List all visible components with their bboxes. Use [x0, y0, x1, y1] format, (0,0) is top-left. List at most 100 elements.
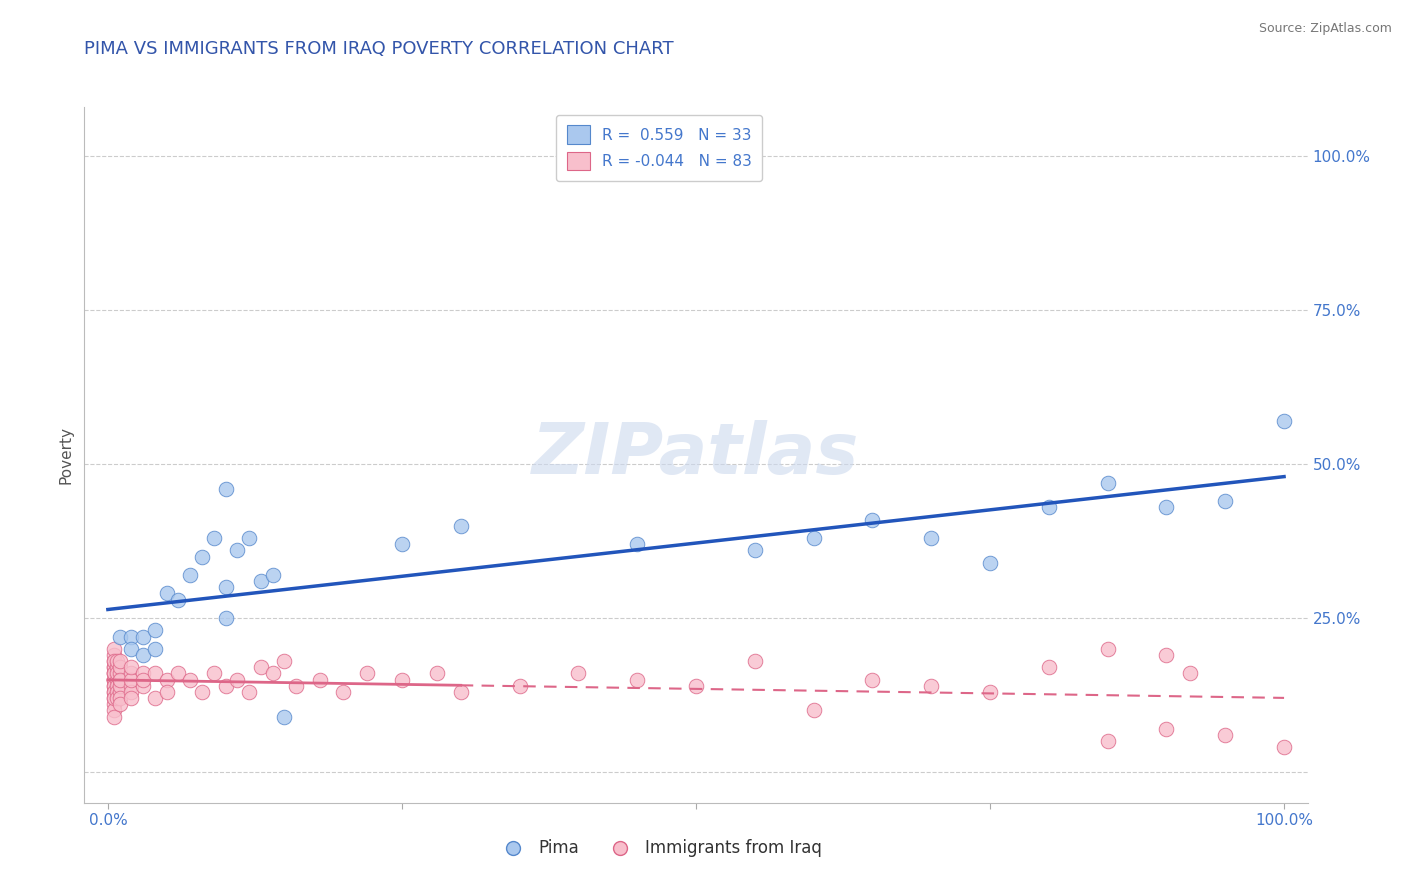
Point	[1097, 734, 1119, 748]
Point	[156, 586, 179, 600]
Point	[108, 685, 131, 699]
Point	[156, 673, 179, 687]
Point	[143, 691, 166, 706]
Point	[273, 654, 295, 668]
Point	[105, 654, 128, 668]
Point	[103, 666, 125, 681]
Point	[179, 673, 201, 687]
Point	[108, 660, 131, 674]
Point	[132, 630, 155, 644]
Point	[308, 673, 330, 687]
Point	[685, 679, 707, 693]
Point	[1097, 475, 1119, 490]
Point	[143, 624, 166, 638]
Point	[103, 654, 125, 668]
Point	[226, 543, 249, 558]
Point	[179, 568, 201, 582]
Point	[108, 630, 131, 644]
Point	[626, 537, 648, 551]
Point	[103, 691, 125, 706]
Point	[120, 685, 142, 699]
Y-axis label: Poverty: Poverty	[58, 425, 73, 484]
Point	[1272, 740, 1295, 755]
Point	[920, 531, 942, 545]
Point	[744, 543, 766, 558]
Point	[167, 592, 190, 607]
Point	[143, 666, 166, 681]
Point	[202, 666, 225, 681]
Point	[103, 691, 125, 706]
Point	[143, 641, 166, 656]
Point	[132, 673, 155, 687]
Point	[332, 685, 354, 699]
Point	[1178, 666, 1201, 681]
Legend: Pima, Immigrants from Iraq: Pima, Immigrants from Iraq	[489, 833, 830, 864]
Point	[202, 531, 225, 545]
Point	[103, 679, 125, 693]
Point	[103, 673, 125, 687]
Point	[744, 654, 766, 668]
Point	[108, 654, 131, 668]
Point	[103, 660, 125, 674]
Point	[103, 679, 125, 693]
Point	[120, 666, 142, 681]
Point	[103, 685, 125, 699]
Point	[1156, 648, 1178, 662]
Point	[1213, 494, 1236, 508]
Text: PIMA VS IMMIGRANTS FROM IRAQ POVERTY CORRELATION CHART: PIMA VS IMMIGRANTS FROM IRAQ POVERTY COR…	[84, 40, 673, 58]
Point	[1156, 722, 1178, 736]
Point	[120, 691, 142, 706]
Point	[391, 673, 413, 687]
Point	[214, 580, 236, 594]
Point	[803, 531, 825, 545]
Point	[103, 666, 125, 681]
Point	[132, 666, 155, 681]
Point	[979, 556, 1001, 570]
Point	[120, 679, 142, 693]
Point	[132, 648, 155, 662]
Point	[860, 673, 883, 687]
Point	[426, 666, 449, 681]
Point	[1097, 641, 1119, 656]
Point	[249, 574, 271, 589]
Point	[285, 679, 308, 693]
Point	[803, 703, 825, 717]
Point	[567, 666, 589, 681]
Point	[238, 685, 260, 699]
Point	[108, 691, 131, 706]
Point	[105, 679, 128, 693]
Point	[103, 703, 125, 717]
Point	[509, 679, 531, 693]
Point	[356, 666, 378, 681]
Point	[103, 666, 125, 681]
Point	[1156, 500, 1178, 515]
Point	[191, 549, 214, 564]
Point	[132, 679, 155, 693]
Point	[249, 660, 271, 674]
Point	[103, 660, 125, 674]
Point	[450, 685, 472, 699]
Point	[105, 685, 128, 699]
Point	[979, 685, 1001, 699]
Point	[105, 660, 128, 674]
Point	[262, 666, 284, 681]
Point	[273, 709, 295, 723]
Point	[103, 648, 125, 662]
Point	[167, 666, 190, 681]
Point	[156, 685, 179, 699]
Point	[214, 482, 236, 496]
Point	[108, 679, 131, 693]
Point	[214, 679, 236, 693]
Point	[103, 709, 125, 723]
Point	[1213, 728, 1236, 742]
Point	[1272, 414, 1295, 428]
Point	[108, 673, 131, 687]
Point	[238, 531, 260, 545]
Point	[105, 673, 128, 687]
Point	[391, 537, 413, 551]
Text: ZIPatlas: ZIPatlas	[533, 420, 859, 490]
Point	[120, 673, 142, 687]
Point	[108, 698, 131, 712]
Point	[920, 679, 942, 693]
Point	[105, 666, 128, 681]
